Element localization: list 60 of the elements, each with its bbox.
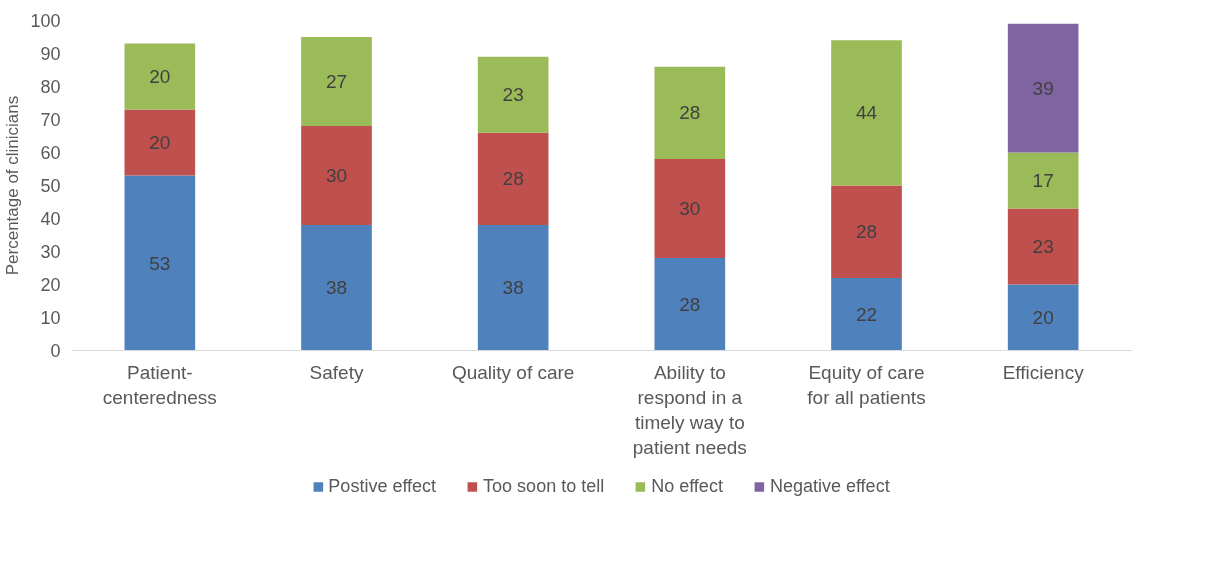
bar bbox=[301, 37, 372, 127]
bar bbox=[477, 225, 549, 351]
x-tick-label: Equity of care for all patients bbox=[807, 361, 926, 408]
x-tick-label: Safety bbox=[309, 361, 364, 383]
bar bbox=[477, 56, 549, 133]
y-tick-label: 10 bbox=[40, 308, 61, 328]
bar bbox=[477, 132, 549, 226]
y-tick-label: 0 bbox=[50, 341, 61, 361]
bar bbox=[301, 225, 372, 351]
data-label: 53 bbox=[149, 252, 171, 274]
data-label: 38 bbox=[325, 277, 348, 299]
bar bbox=[1007, 23, 1079, 153]
data-label: 28 bbox=[679, 102, 701, 124]
data-label: 20 bbox=[1032, 307, 1054, 328]
legend-label: No effect bbox=[651, 475, 723, 497]
y-tick-label: 50 bbox=[40, 176, 61, 196]
bar bbox=[124, 43, 196, 110]
bar bbox=[301, 126, 372, 226]
bar bbox=[831, 40, 902, 186]
legend-label: Too soon to tell bbox=[483, 475, 605, 497]
x-tick-label: Patient-centeredness bbox=[102, 361, 217, 408]
y-tick-label: 40 bbox=[40, 209, 61, 229]
data-label: 27 bbox=[325, 71, 348, 93]
bar bbox=[654, 66, 726, 160]
y-tick-label: 30 bbox=[40, 242, 61, 262]
bar bbox=[654, 258, 726, 351]
y-tick-label: 90 bbox=[40, 44, 61, 64]
bar bbox=[1007, 152, 1079, 209]
data-label: 39 bbox=[1032, 77, 1054, 99]
bar bbox=[1007, 208, 1079, 285]
data-label: 23 bbox=[502, 84, 524, 106]
bar bbox=[1007, 284, 1079, 351]
y-tick-label: 70 bbox=[40, 110, 61, 130]
y-axis-title: Percentage of clinicians bbox=[3, 95, 23, 276]
data-label: 22 bbox=[855, 303, 878, 325]
data-label: 23 bbox=[1032, 236, 1054, 258]
bar bbox=[831, 277, 902, 351]
legend-label: Postive effect bbox=[328, 475, 437, 497]
x-tick-label: Quality of care bbox=[451, 361, 575, 383]
bar bbox=[124, 175, 196, 351]
bar bbox=[654, 159, 726, 259]
bar bbox=[831, 185, 902, 278]
x-tick-label: Ability to respond in a timely way to patient needs bbox=[632, 361, 747, 459]
data-label: 30 bbox=[679, 198, 701, 220]
y-tick-label: 60 bbox=[40, 143, 61, 163]
data-label: 38 bbox=[502, 277, 524, 299]
data-label: 30 bbox=[325, 165, 348, 187]
y-tick-label: 20 bbox=[40, 275, 61, 295]
data-label: 28 bbox=[502, 168, 524, 190]
y-tick-label: 100 bbox=[30, 11, 61, 31]
y-tick-label: 80 bbox=[40, 77, 61, 97]
bar bbox=[124, 109, 196, 176]
data-label: 44 bbox=[855, 102, 878, 124]
data-label: 20 bbox=[149, 66, 171, 88]
data-label: 20 bbox=[149, 132, 171, 154]
legend-label: Negative effect bbox=[769, 475, 890, 497]
data-label: 28 bbox=[855, 221, 878, 243]
data-label: 17 bbox=[1032, 170, 1054, 192]
data-label: 28 bbox=[679, 293, 701, 315]
x-tick-label: Efficiency bbox=[1002, 361, 1085, 383]
